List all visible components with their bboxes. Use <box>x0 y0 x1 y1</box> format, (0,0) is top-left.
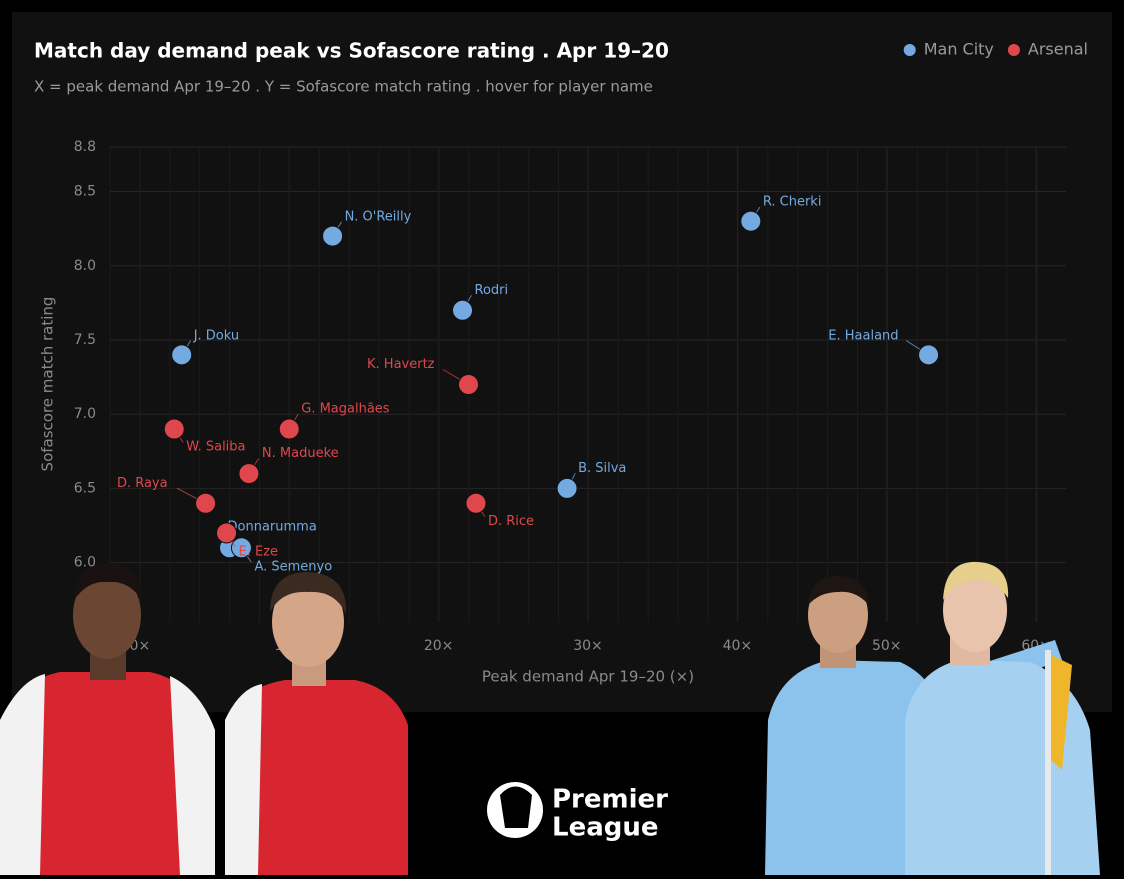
point <box>556 477 578 499</box>
point-label: A. Semenyo <box>254 559 332 574</box>
point <box>163 418 185 440</box>
x-axis-title: Peak demand Apr 19–20 (×) <box>482 668 694 686</box>
y-tick-label: 7.0 <box>74 406 96 422</box>
y-tick-label: 8.0 <box>74 258 96 274</box>
legend-swatch <box>1007 44 1020 56</box>
chart-subtitle: X = peak demand Apr 19–20 . Y = Sofascor… <box>34 78 653 96</box>
legend-label: Arsenal <box>1028 40 1088 59</box>
player-figures <box>0 561 1100 875</box>
logo-emblem-detail <box>500 786 532 828</box>
x-tick-label: 50× <box>872 638 902 654</box>
y-tick-label: 8.8 <box>74 139 96 155</box>
points: N. O'Reilly Rodri R. Cherki E. Haaland J. Do… <box>117 195 940 574</box>
figure-left-2 <box>225 572 408 875</box>
x-tick-label: 40× <box>723 638 753 654</box>
point <box>230 537 252 559</box>
point-label: W. Saliba <box>186 440 245 455</box>
figure-right-2 <box>905 561 1100 875</box>
point-label: B. Silva <box>578 461 626 476</box>
point <box>740 210 762 232</box>
point <box>452 299 474 321</box>
point-label: G. Magalhães <box>301 402 390 417</box>
axes: 6.06.57.07.58.08.58.80×10×20×30×40×50×60… <box>74 139 1051 654</box>
point-label: K. Havertz <box>367 357 435 372</box>
point <box>195 492 217 514</box>
point <box>458 374 479 395</box>
point-label: D. Raya <box>117 476 168 491</box>
chart-title: Match day demand peak vs Sofascore ratin… <box>34 39 669 63</box>
point <box>322 225 344 247</box>
point <box>216 522 238 544</box>
point-label: Donnarumma <box>228 519 317 534</box>
legend: Arsenal Man City <box>903 40 1088 59</box>
point <box>238 463 260 485</box>
logo-text: Premier <box>552 785 668 815</box>
point-label: N. O'Reilly <box>345 210 412 225</box>
point <box>465 492 487 514</box>
grid <box>109 146 1066 622</box>
y-axis-title: Sofascore match rating <box>39 297 57 472</box>
y-tick-label: 8.5 <box>74 184 96 200</box>
x-tick-label: 20× <box>424 638 454 654</box>
x-tick-label: 30× <box>573 638 603 654</box>
point-label: E. Eze <box>239 544 279 559</box>
logo-text: League <box>552 813 659 843</box>
legend-label: Man City <box>924 40 994 59</box>
point-label: E. Haaland <box>828 328 898 343</box>
figure-left-1 <box>0 563 215 875</box>
y-tick-label: 6.0 <box>74 555 96 571</box>
point-label: Rodri <box>475 283 509 298</box>
x-tick-label: 0× <box>130 638 151 654</box>
y-tick-label: 7.5 <box>74 332 96 348</box>
point-label: J. Doku <box>193 328 239 343</box>
point-label: R. Cherki <box>763 195 822 210</box>
point-label: D. Rice <box>488 514 534 529</box>
premier-league-logo: Premier League <box>487 782 668 843</box>
point <box>278 418 300 440</box>
point <box>918 344 940 366</box>
point <box>171 344 193 366</box>
y-tick-label: 6.5 <box>74 480 96 496</box>
legend-swatch <box>903 44 916 56</box>
point-label: N. Madueke <box>262 446 339 461</box>
